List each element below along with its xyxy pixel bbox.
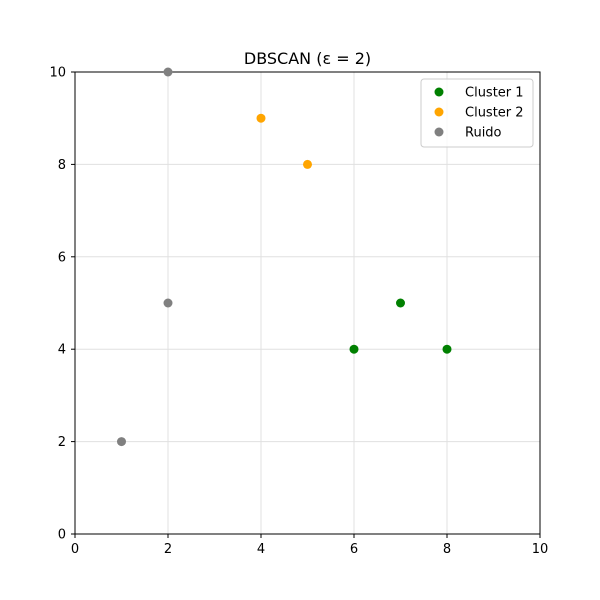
legend: Cluster 1 Cluster 2 Ruido — [420, 78, 534, 148]
legend-label-1: Cluster 1 — [465, 86, 524, 101]
chart-title: DBSCAN (ε = 2) — [244, 49, 371, 68]
point-series-2 — [303, 159, 312, 169]
legend-label-3: Ruido — [465, 126, 502, 141]
x-tick-label: 2 — [164, 542, 172, 557]
legend-box — [420, 78, 534, 148]
legend-marker-2 — [434, 107, 444, 117]
legend-marker-1 — [434, 87, 444, 97]
legend-marker-3 — [434, 127, 444, 137]
x-axis: 0 2 4 6 8 10 — [71, 534, 548, 557]
y-tick-label: 0 — [58, 528, 66, 543]
x-tick-label: 0 — [71, 542, 79, 557]
point-series-3 — [163, 67, 173, 77]
point-series-3 — [163, 298, 173, 308]
y-tick-label: 6 — [58, 250, 66, 265]
x-tick-label: 6 — [350, 542, 358, 557]
x-tick-label: 8 — [443, 542, 451, 557]
y-tick-label: 10 — [49, 66, 66, 81]
y-tick-label: 2 — [58, 435, 66, 450]
y-tick-label: 4 — [58, 343, 66, 358]
point-series-2 — [256, 113, 266, 123]
point-series-3 — [117, 437, 126, 447]
data-points — [117, 67, 452, 447]
x-tick-label: 4 — [257, 542, 265, 557]
y-axis: 0 2 4 6 8 10 — [49, 66, 75, 543]
x-tick-label: 10 — [532, 542, 549, 557]
point-series-1 — [442, 344, 452, 354]
point-series-1 — [396, 298, 405, 308]
point-series-1 — [349, 344, 359, 354]
legend-label-2: Cluster 2 — [465, 106, 524, 121]
plot-area — [74, 71, 541, 535]
y-tick-label: 8 — [58, 158, 66, 173]
